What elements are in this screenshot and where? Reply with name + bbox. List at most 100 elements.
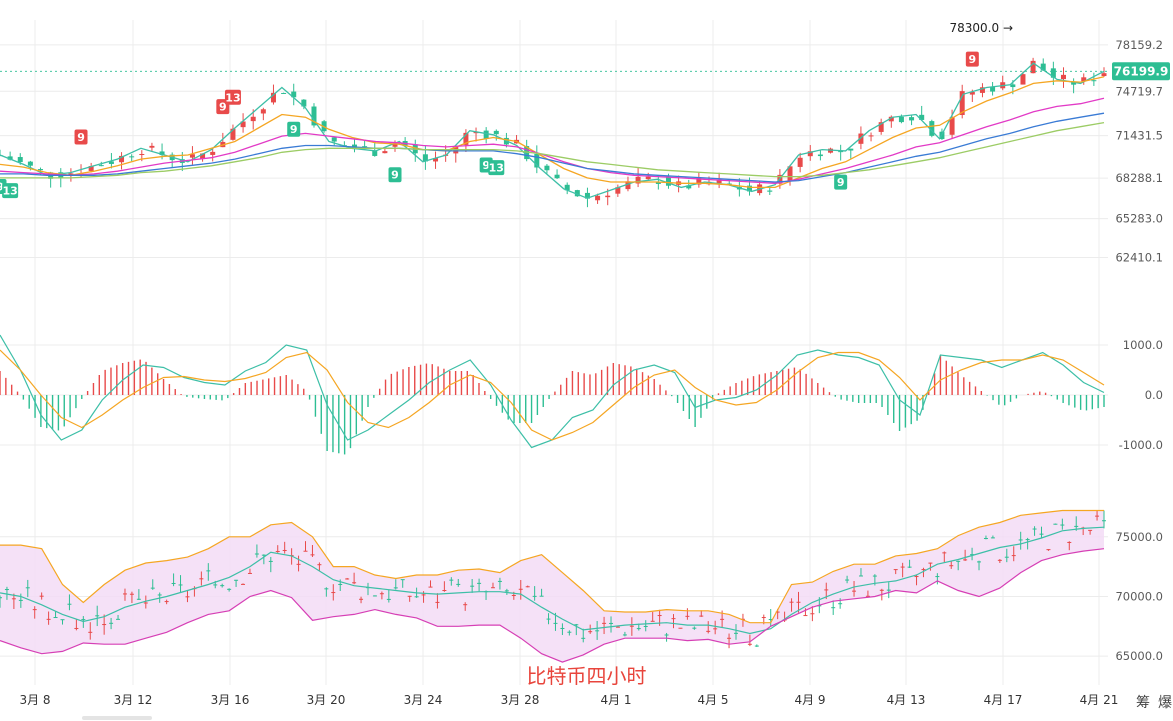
side-button-chip[interactable]: 筹 [1136,695,1150,711]
candle-body[interactable] [929,121,935,136]
candle-body[interactable] [848,148,854,151]
candle-body[interactable] [129,156,135,158]
candle-body[interactable] [655,181,661,184]
candle-body[interactable] [149,145,155,148]
candle-body[interactable] [868,135,874,137]
candle-body[interactable] [250,116,256,122]
candle-body[interactable] [422,154,428,162]
candle-body[interactable] [949,117,955,135]
candle-body[interactable] [1060,74,1066,80]
candle-body[interactable] [696,177,702,185]
candle-body[interactable] [1081,77,1087,82]
candle-body[interactable] [990,86,996,92]
candle-body[interactable] [716,179,722,184]
candle-body[interactable] [200,153,206,159]
candle-body[interactable] [838,151,844,153]
td-sequential-badge[interactable] [488,160,505,176]
candle-body[interactable] [979,87,985,93]
candle-body[interactable] [240,121,246,128]
candle-body[interactable] [686,185,692,189]
candle-body[interactable] [311,106,317,126]
candle-body[interactable] [1101,73,1107,77]
candle-body[interactable] [919,114,925,120]
candle-body[interactable] [301,99,307,107]
candle-body[interactable] [959,91,965,116]
candle-body[interactable] [595,195,601,201]
candle-body[interactable] [68,173,74,176]
candle-body[interactable] [726,183,732,185]
candle-body[interactable] [382,151,388,154]
candle-body[interactable] [767,190,773,192]
candle-body[interactable] [544,165,550,171]
candle-body[interactable] [797,157,803,167]
candle-body[interactable] [291,91,297,98]
candle-body[interactable] [473,131,479,134]
candle-body[interactable] [260,109,266,114]
candle-body[interactable] [1071,81,1077,85]
candle-body[interactable] [909,117,915,121]
candle-body[interactable] [878,122,884,132]
candle-body[interactable] [1091,80,1097,82]
candle-body[interactable] [281,92,287,94]
candle-body[interactable] [787,166,793,182]
td-sequential-badge[interactable] [388,167,402,183]
candle-body[interactable] [7,156,13,160]
candle-body[interactable] [392,143,398,147]
candle-body[interactable] [645,176,651,180]
candle-body[interactable] [139,153,145,155]
candle-body[interactable] [108,161,114,164]
candle-body[interactable] [1050,68,1056,78]
candle-body[interactable] [888,116,894,122]
candle-body[interactable] [1040,63,1046,71]
candle-body[interactable] [372,150,378,156]
candle-body[interactable] [189,154,195,158]
candle-body[interactable] [969,92,975,95]
candle-body[interactable] [564,184,570,191]
candle-body[interactable] [88,166,94,171]
candle-body[interactable] [665,177,671,186]
candle-body[interactable] [574,190,580,197]
candle-body[interactable] [615,187,621,194]
td-sequential-badge[interactable] [74,129,88,145]
candle-body[interactable] [817,154,823,157]
candle-body[interactable] [463,132,469,145]
td-sequential-badge[interactable] [2,183,19,199]
candle-body[interactable] [554,174,560,179]
horizontal-scrollbar[interactable] [82,716,152,720]
candle-body[interactable] [331,137,337,142]
td-sequential-badge[interactable] [224,89,241,105]
candle-body[interactable] [534,153,540,168]
candle-body[interactable] [210,151,216,155]
candle-body[interactable] [270,92,276,103]
candle-body[interactable] [17,157,23,163]
td-sequential-badge[interactable] [965,51,979,67]
price-panel[interactable]: 9139913999139978300.0 →76199.9 [0,21,1170,208]
candle-body[interactable] [1010,84,1016,88]
candle-body[interactable] [362,146,368,148]
candle-body[interactable] [584,192,590,199]
candle-body[interactable] [625,181,631,190]
candle-body[interactable] [605,195,611,198]
candle-body[interactable] [483,130,489,139]
candle-body[interactable] [1020,74,1026,85]
candle-body[interactable] [747,185,753,192]
candle-body[interactable] [27,161,33,166]
candle-body[interactable] [98,165,104,167]
candle-body[interactable] [493,130,499,135]
candle-body[interactable] [38,169,44,171]
candle-body[interactable] [1030,60,1036,74]
td-sequential-badge[interactable] [834,174,848,190]
candle-body[interactable] [898,116,904,123]
candle-body[interactable] [858,133,864,144]
candle-body[interactable] [119,155,125,163]
candle-body[interactable] [159,151,165,156]
bollinger-panel[interactable] [0,509,1106,663]
candle-body[interactable] [807,151,813,157]
macd-panel[interactable] [0,334,1105,455]
candle-body[interactable] [230,128,236,140]
td-sequential-badge[interactable] [287,121,301,137]
candle-body[interactable] [433,158,439,162]
candle-body[interactable] [635,176,641,184]
side-button-burst[interactable]: 爆 [1158,695,1172,711]
